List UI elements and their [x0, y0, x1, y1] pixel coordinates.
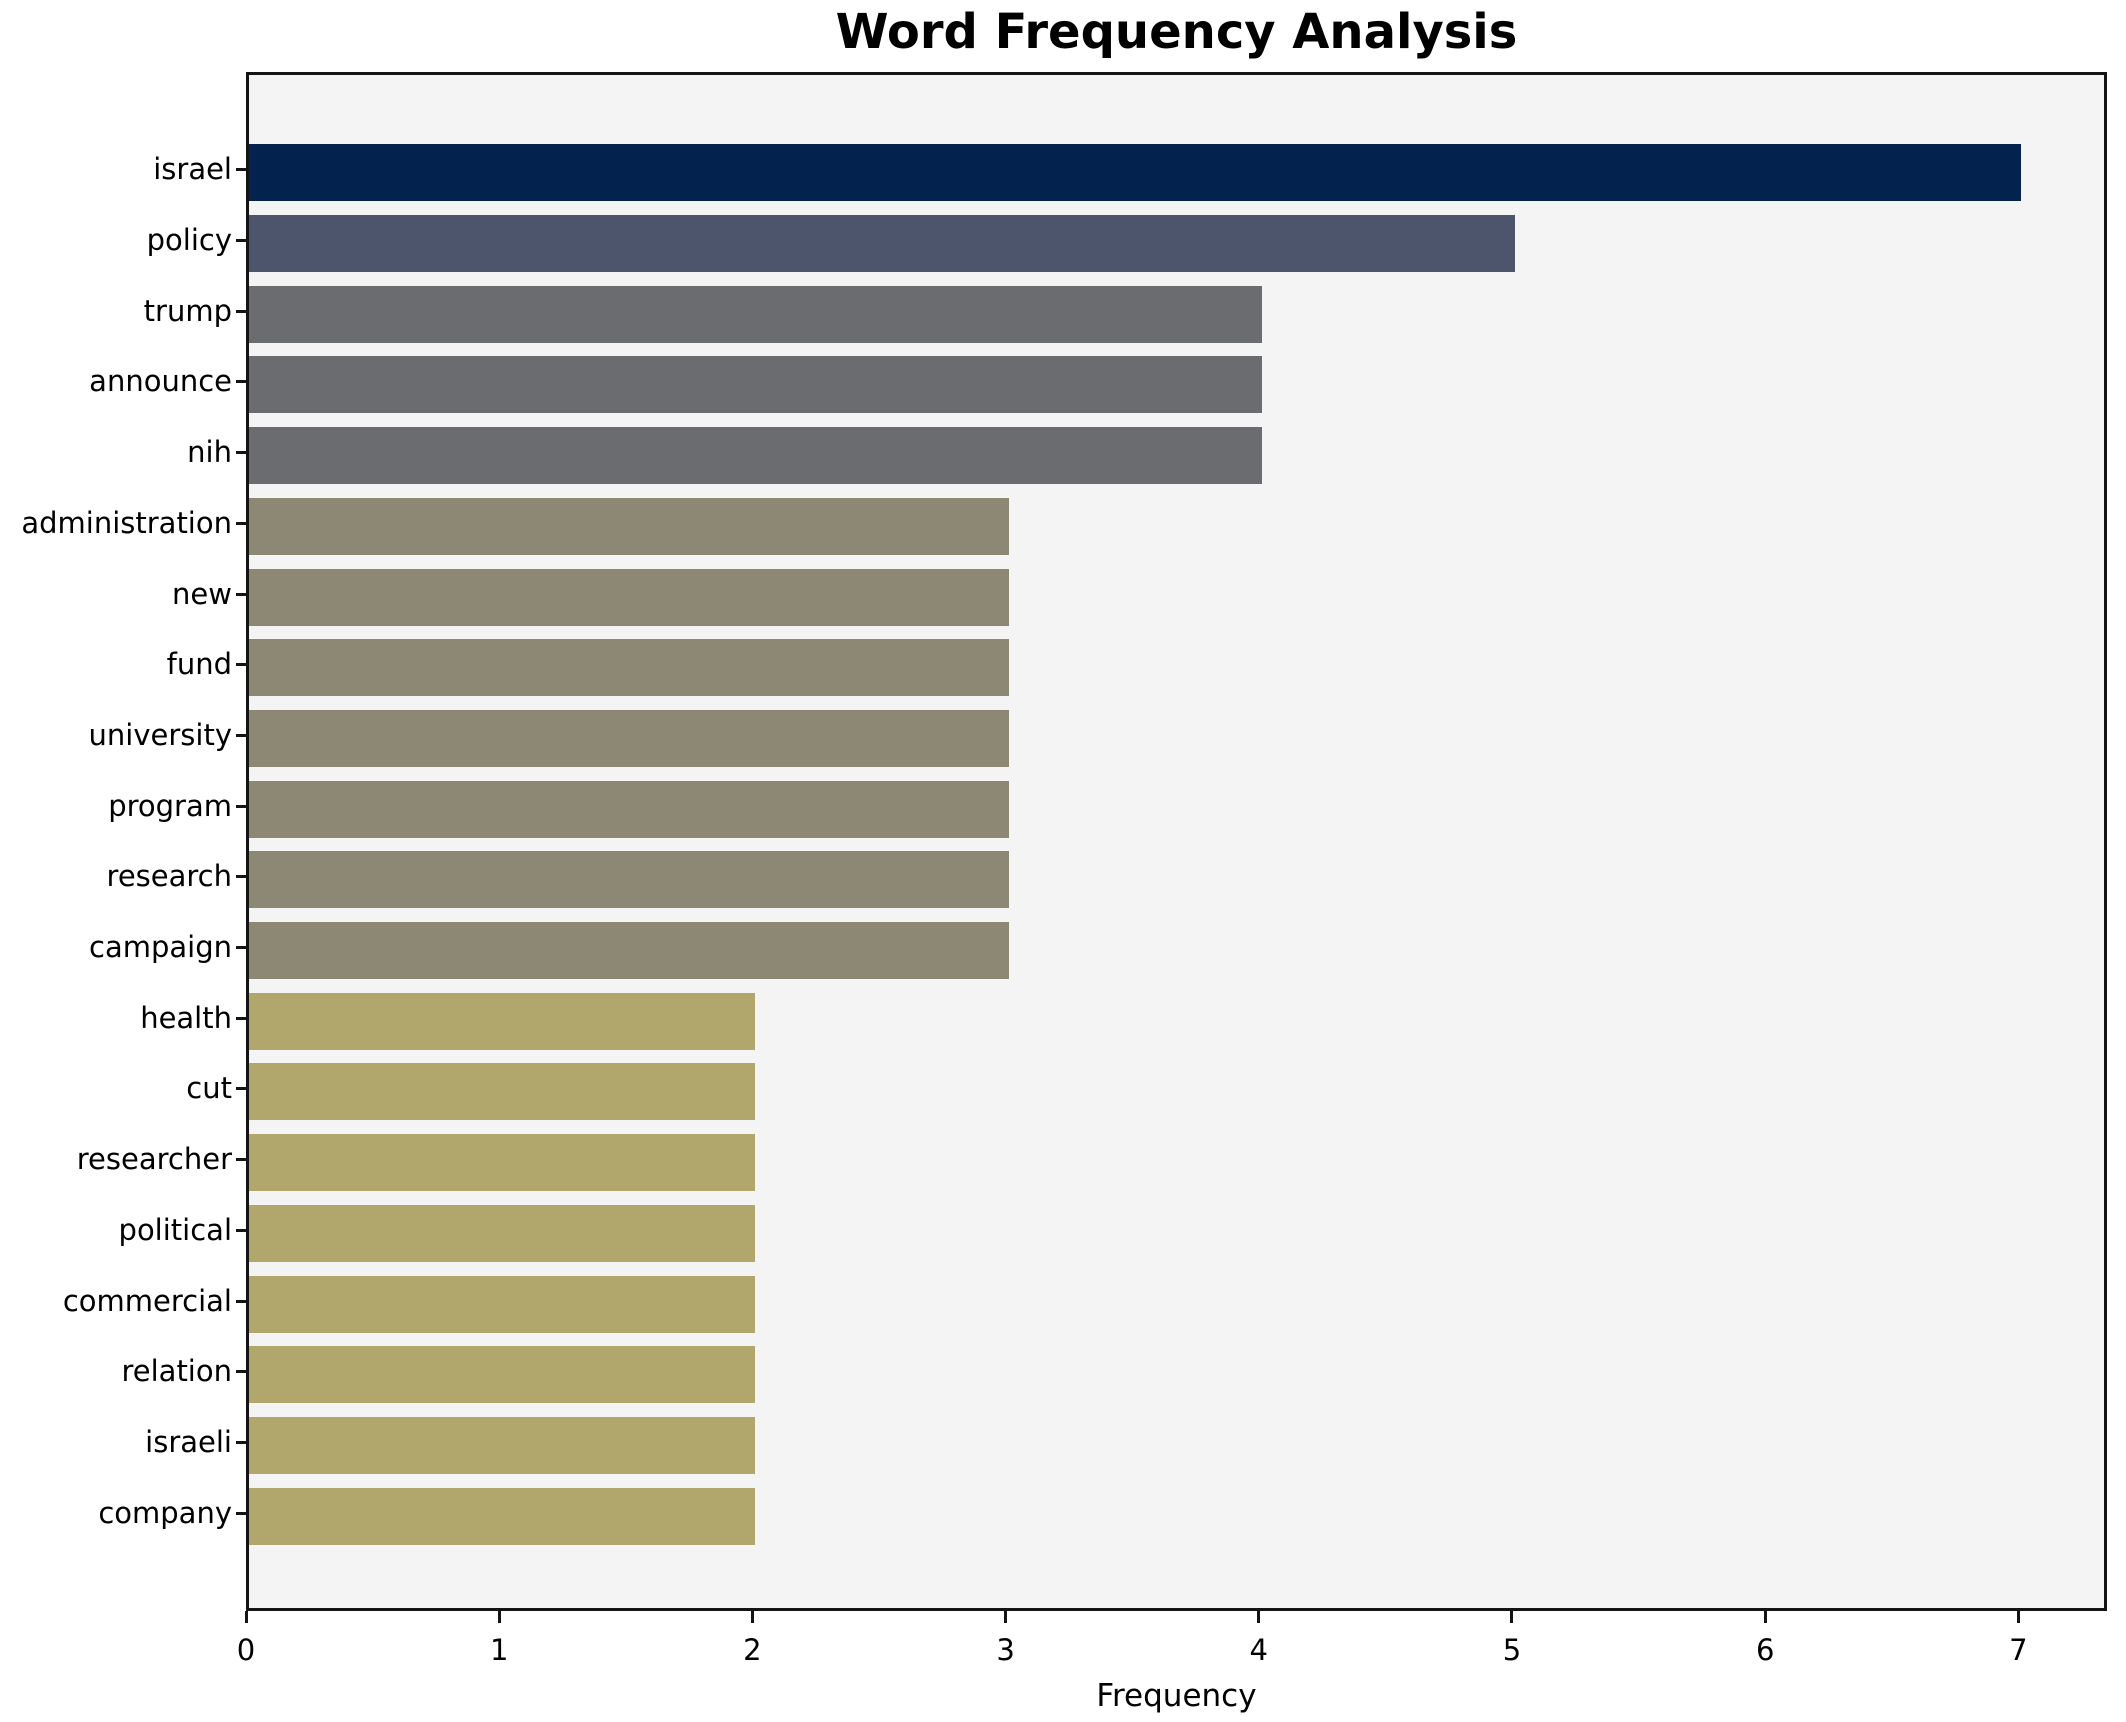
x-tick-mark-4	[1257, 1611, 1261, 1623]
x-tick-label-7: 7	[2009, 1633, 2028, 1667]
x-tick-mark-7	[2016, 1611, 2020, 1623]
bar-israeli	[249, 1416, 756, 1474]
x-tick-mark-6	[1763, 1611, 1767, 1623]
bar-commercial	[249, 1275, 756, 1333]
y-tick-label-announce: announce	[89, 364, 232, 399]
y-tick-mark-commercial	[236, 1299, 246, 1303]
x-axis-label: Frequency	[1096, 1678, 1257, 1714]
x-tick-label-4: 4	[1249, 1633, 1268, 1667]
x-tick-mark-3	[1004, 1611, 1008, 1623]
y-tick-label-israeli: israeli	[145, 1424, 232, 1459]
y-tick-mark-policy	[236, 239, 246, 243]
y-tick-mark-new	[236, 592, 246, 596]
bar-relation	[249, 1346, 756, 1404]
y-tick-label-health: health	[140, 1000, 232, 1035]
y-tick-mark-cut	[236, 1087, 246, 1091]
y-tick-mark-announce	[236, 380, 246, 384]
bar-university	[249, 709, 1009, 767]
x-tick-label-6: 6	[1755, 1633, 1775, 1667]
bar-program	[249, 780, 1009, 838]
y-tick-mark-university	[236, 733, 246, 737]
x-tick-label-1: 1	[489, 1633, 509, 1667]
x-tick-label-2: 2	[743, 1633, 762, 1667]
bar-campaign	[249, 922, 1009, 980]
y-tick-mark-company	[236, 1511, 246, 1515]
y-tick-label-administration: administration	[21, 505, 232, 540]
bar-political	[249, 1204, 756, 1262]
y-tick-label-israel: israel	[153, 152, 232, 187]
y-tick-label-policy: policy	[146, 223, 232, 258]
y-tick-mark-trump	[236, 309, 246, 313]
y-tick-label-cut: cut	[186, 1071, 232, 1106]
bar-health	[249, 992, 756, 1050]
x-tick-mark-1	[497, 1611, 501, 1623]
bar-researcher	[249, 1134, 756, 1192]
y-tick-mark-fund	[236, 663, 246, 667]
y-tick-label-new: new	[172, 576, 232, 611]
x-tick-mark-5	[1510, 1611, 1514, 1623]
y-tick-label-commercial: commercial	[62, 1283, 232, 1318]
y-tick-mark-administration	[236, 521, 246, 525]
bar-administration	[249, 497, 1009, 555]
bar-cut	[249, 1063, 756, 1121]
y-tick-label-campaign: campaign	[89, 930, 232, 965]
bar-israel	[249, 144, 2022, 202]
x-tick-mark-0	[244, 1611, 248, 1623]
y-tick-mark-israel	[236, 168, 246, 172]
y-tick-mark-program	[236, 804, 246, 808]
y-tick-mark-nih	[236, 451, 246, 455]
y-tick-label-research: research	[106, 859, 232, 894]
y-tick-label-trump: trump	[143, 293, 232, 328]
bar-nih	[249, 427, 1262, 485]
x-tick-label-0: 0	[236, 1633, 256, 1667]
y-tick-mark-political	[236, 1228, 246, 1232]
bar-policy	[249, 215, 1515, 273]
x-tick-label-3: 3	[996, 1633, 1015, 1667]
x-tick-mark-2	[750, 1611, 754, 1623]
y-tick-mark-research	[236, 875, 246, 879]
chart-title: Word Frequency Analysis	[835, 4, 1518, 60]
bar-new	[249, 568, 1009, 626]
plot-area	[246, 72, 2107, 1611]
y-tick-label-university: university	[88, 717, 232, 752]
y-tick-label-researcher: researcher	[76, 1142, 232, 1177]
bar-fund	[249, 639, 1009, 697]
bar-trump	[249, 285, 1262, 343]
bar-company	[249, 1487, 756, 1545]
bar-research	[249, 851, 1009, 909]
x-tick-label-5: 5	[1502, 1633, 1522, 1667]
y-tick-label-relation: relation	[121, 1354, 232, 1389]
y-tick-mark-health	[236, 1016, 246, 1020]
y-tick-label-nih: nih	[187, 435, 232, 470]
bar-announce	[249, 356, 1262, 414]
y-tick-label-political: political	[118, 1212, 232, 1247]
y-tick-mark-researcher	[236, 1158, 246, 1162]
y-tick-label-company: company	[98, 1495, 232, 1530]
y-tick-label-fund: fund	[166, 647, 232, 682]
y-tick-mark-israeli	[236, 1440, 246, 1444]
y-tick-mark-relation	[236, 1370, 246, 1374]
y-tick-label-program: program	[108, 788, 232, 823]
y-tick-mark-campaign	[236, 946, 246, 950]
